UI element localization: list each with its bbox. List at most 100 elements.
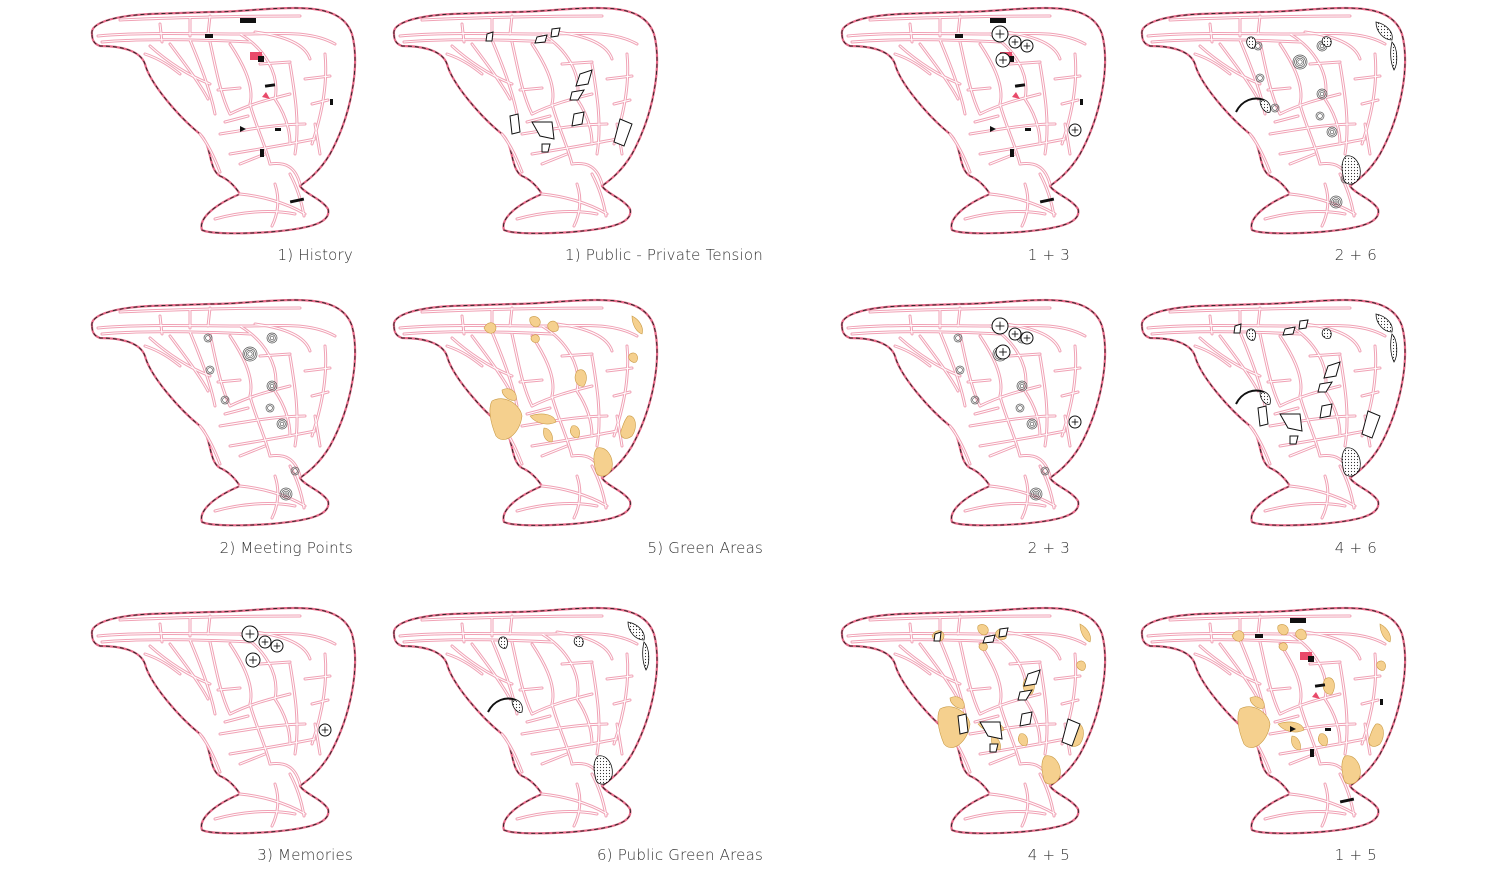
hatched-patch-icon	[593, 755, 613, 785]
plus-circle-icon	[241, 625, 259, 643]
green-mark-0	[483, 322, 497, 334]
map-combo-1-5	[1140, 606, 1407, 835]
concentric-circle-icon	[203, 333, 213, 343]
history-mark-3	[1008, 56, 1014, 62]
hatched-patch-icon	[1321, 328, 1332, 339]
plus-circle-icon	[1020, 331, 1034, 345]
history-mark-7	[1010, 149, 1014, 157]
green-mark-7	[1249, 696, 1265, 709]
map-history	[90, 6, 357, 235]
hatched-patch-icon	[1390, 333, 1398, 363]
tension-mark-9	[613, 118, 633, 147]
hatched-patch-icon	[1259, 99, 1271, 113]
district-boundary	[90, 6, 357, 235]
map-combo-2-3	[840, 298, 1107, 527]
concentric-circle-icon	[279, 487, 293, 501]
publicgreen-mark-6	[1235, 97, 1265, 113]
street-network	[398, 14, 639, 228]
map-meeting-points	[90, 298, 357, 527]
map-public-private-tension	[392, 6, 659, 235]
hatched-patch-icon	[1390, 41, 1398, 71]
concentric-circle-icon	[1255, 73, 1265, 83]
hatched-patch-icon	[1341, 447, 1361, 477]
layer-tension	[485, 27, 633, 153]
tension-mark-6	[509, 113, 521, 135]
green-mark-3	[978, 642, 988, 651]
concentric-circle-icon	[242, 346, 258, 362]
concentric-circle-icon	[970, 395, 980, 405]
concentric-circle-icon	[953, 333, 963, 343]
concentric-circle-icon	[1329, 195, 1343, 209]
green-mark-3	[530, 334, 540, 343]
tension-mark-1	[534, 34, 548, 44]
caption-green-areas: 5) Green Areas	[647, 539, 763, 557]
concentric-circle-icon	[266, 332, 278, 344]
concentric-circle-icon	[955, 365, 965, 375]
history-mark-9	[1380, 699, 1383, 705]
green-mark-11	[1018, 733, 1028, 747]
caption-combo-4-6: 4 + 6	[1334, 539, 1377, 557]
district-boundary	[90, 606, 357, 835]
tension-mark-3	[575, 69, 593, 87]
history-mark-5	[1312, 692, 1320, 699]
plus-circle-icon	[995, 52, 1011, 68]
district-boundary	[840, 6, 1107, 235]
district-boundary	[392, 298, 659, 527]
history-mark-6	[1025, 128, 1031, 131]
concentric-circle-icon	[290, 466, 300, 476]
history-mark-8	[289, 197, 305, 204]
map-public-green-areas	[392, 606, 659, 835]
green-mark-11	[1318, 733, 1328, 747]
map-combo-2-6	[1140, 6, 1407, 235]
hatched-patch-icon	[1246, 328, 1256, 341]
layer-memories	[241, 625, 332, 737]
green-mark-4	[631, 315, 643, 335]
district-boundary	[840, 298, 1107, 527]
caption-history: 1) History	[277, 246, 353, 264]
history-mark-0	[990, 18, 1006, 23]
caption-combo-2-3: 2 + 3	[1027, 539, 1070, 557]
street-network	[398, 306, 639, 520]
hatched-patch-icon	[642, 641, 650, 671]
tension-mark-6	[957, 713, 969, 735]
history-mark-5	[1012, 92, 1020, 99]
hatched-patch-icon	[1259, 391, 1271, 405]
tension-mark-7	[989, 743, 999, 753]
history-mark-0	[1290, 618, 1306, 623]
history-mark-5	[262, 92, 270, 99]
layer-green	[483, 315, 643, 477]
map-combo-4-5	[840, 606, 1107, 835]
green-mark-7	[949, 696, 965, 709]
green-mark-8	[489, 398, 523, 440]
publicgreen-mark-6	[487, 697, 517, 713]
concentric-circle-icon	[1015, 403, 1025, 413]
history-mark-6	[275, 128, 281, 131]
concentric-circle-icon	[1292, 54, 1308, 70]
hatched-patch-icon	[627, 621, 645, 641]
hatched-patch-icon	[511, 699, 523, 713]
plus-circle-icon	[1068, 415, 1082, 429]
history-mark-1	[205, 34, 213, 38]
green-mark-4	[1379, 623, 1391, 643]
green-mark-0	[1231, 630, 1245, 642]
concentric-circle-icon	[1270, 103, 1280, 113]
concentric-circle-icon	[1315, 111, 1325, 121]
green-mark-9	[529, 413, 557, 425]
history-mark-2	[250, 52, 262, 60]
history-mark-1	[955, 34, 963, 38]
history-mark-10	[990, 126, 996, 132]
history-mark-3	[1308, 656, 1314, 662]
plus-circle-icon	[991, 317, 1009, 335]
plus-circle-icon	[995, 344, 1011, 360]
district-boundary	[1140, 606, 1407, 835]
layer-history	[1255, 618, 1383, 804]
layer-publicgreen	[487, 621, 650, 785]
history-mark-4	[264, 83, 276, 88]
green-mark-12	[1368, 723, 1384, 747]
map-green-areas	[392, 298, 659, 527]
layer-meeting	[203, 332, 300, 501]
green-mark-6	[574, 369, 587, 387]
caption-combo-2-6: 2 + 6	[1334, 246, 1377, 264]
concentric-circle-icon	[265, 403, 275, 413]
